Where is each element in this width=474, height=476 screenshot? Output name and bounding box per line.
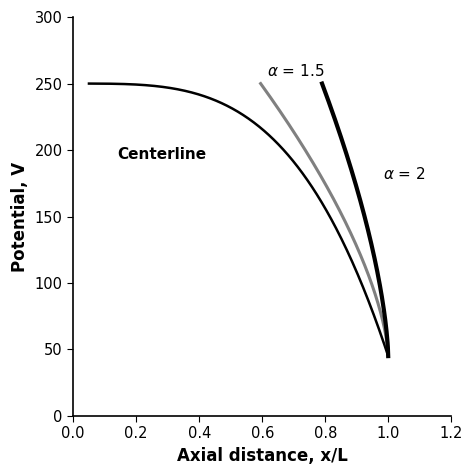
Text: $\alpha$ = 1.5: $\alpha$ = 1.5: [267, 63, 324, 79]
Text: $\alpha$ = 2: $\alpha$ = 2: [383, 166, 426, 182]
X-axis label: Axial distance, x/L: Axial distance, x/L: [177, 447, 347, 465]
Y-axis label: Potential, V: Potential, V: [11, 161, 29, 272]
Text: Centerline: Centerline: [117, 148, 206, 162]
